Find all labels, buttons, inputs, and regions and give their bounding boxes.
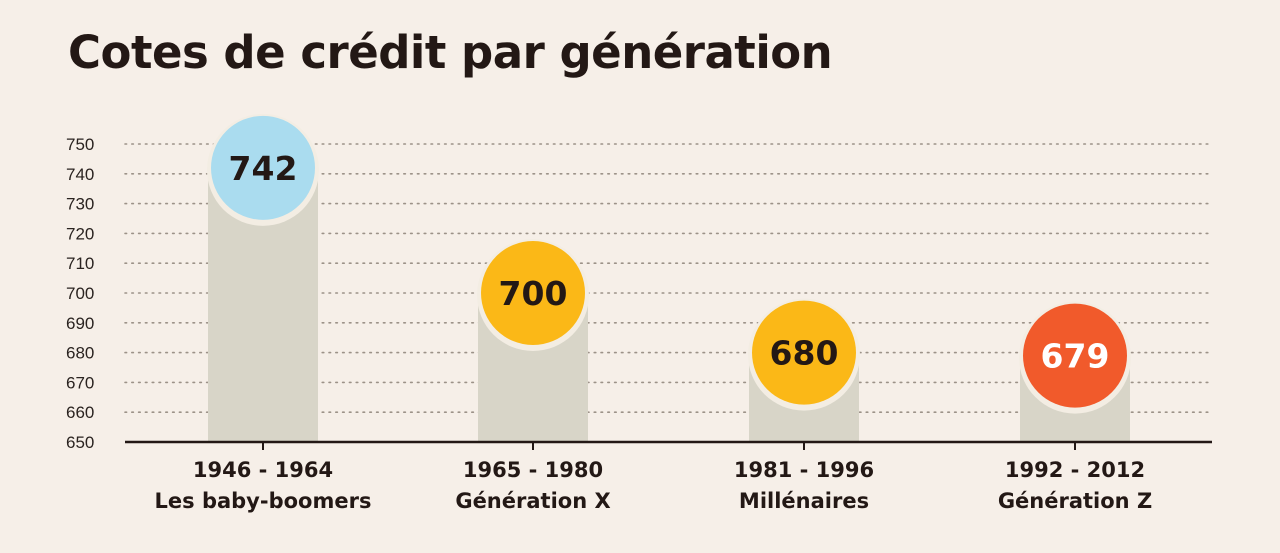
category-years-label: 1992 - 2012 (1005, 458, 1145, 482)
y-tick-label: 710 (66, 254, 94, 273)
value-label: 742 (229, 149, 298, 188)
y-tick-label: 680 (66, 344, 94, 363)
value-label: 679 (1041, 337, 1110, 376)
y-tick-label: 730 (66, 195, 94, 214)
value-circle (211, 115, 315, 220)
value-circle (1023, 303, 1127, 408)
value-label: 680 (770, 334, 839, 373)
y-tick-label: 650 (66, 433, 94, 452)
category-name-label: Les baby-boomers (155, 489, 372, 513)
y-tick-label: 700 (66, 284, 94, 303)
y-tick-label: 740 (66, 165, 94, 184)
y-tick-label: 720 (66, 224, 94, 243)
category-name-label: Génération X (455, 489, 610, 513)
value-circle (481, 241, 585, 345)
category-years-label: 1965 - 1980 (463, 458, 603, 482)
value-label: 700 (499, 274, 568, 313)
category-name-label: Génération Z (998, 489, 1152, 513)
y-tick-label: 670 (66, 373, 94, 392)
category-years-label: 1946 - 1964 (193, 458, 333, 482)
bars: 742 700 680 679 (207, 113, 1131, 442)
category-years-label: 1981 - 1996 (734, 458, 874, 482)
value-circle (752, 300, 856, 405)
chart-title: Cotes de crédit par génération (68, 26, 833, 79)
y-tick-label: 690 (66, 314, 94, 333)
y-tick-label: 660 (66, 403, 94, 422)
category-name-label: Millénaires (739, 489, 869, 513)
y-axis-ticks: 650 660 670 680 690 700 710 720 730 740 750 (66, 135, 94, 452)
y-tick-label: 750 (66, 135, 94, 154)
category-labels: 1946 - 1964 Les baby-boomers 1965 - 1980 Gé… (155, 442, 1152, 513)
